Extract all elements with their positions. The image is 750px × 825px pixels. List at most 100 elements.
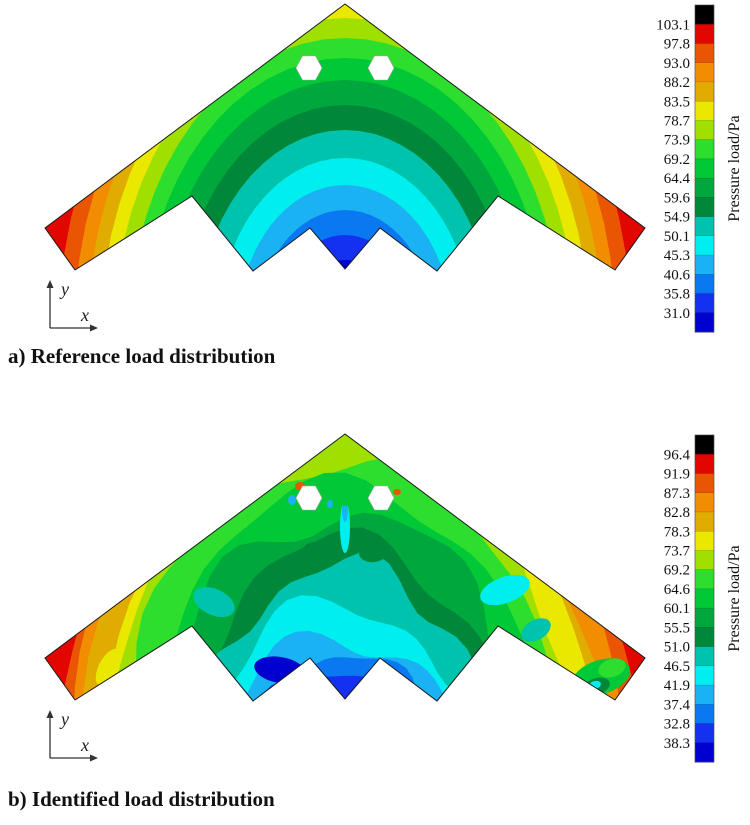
colorbar-tick-label: 35.8: [664, 287, 690, 303]
contour-blob: [598, 658, 626, 678]
colorbar-tick-label: 55.5: [664, 620, 690, 636]
colorbar-tick-label: 54.9: [664, 210, 690, 226]
colorbar-tick-label: 78.7: [664, 114, 691, 130]
y-axis-label: y: [59, 279, 69, 299]
panel-a-contour-plot: yx 103.1 97.8 93.0 88.2 83.5 78.7 73.9 69.2 64.4 5…: [44, 3, 743, 333]
caption-b: b) Identified load distribution: [8, 787, 275, 811]
axis-indicator: yx: [46, 709, 98, 762]
colorbar-cell: [694, 511, 715, 532]
panel-b-contour-plot: yx 96.4 91.9 87.3 82.8 78.3 73.7 69.2 64.6 60.1 55…: [44, 433, 743, 763]
colorbar-tick-label: 73.9: [664, 133, 690, 149]
contour-blob: [193, 586, 235, 618]
y-arrowhead-icon: [46, 280, 54, 288]
aircraft-contour-field: [45, 4, 645, 271]
colorbar-cell: [694, 588, 715, 609]
contour-blob: [332, 482, 358, 506]
colorbar-tick-label: 93.0: [664, 56, 690, 72]
colorbar-tick-label: 50.1: [664, 229, 690, 245]
colorbar-tick-label: 91.9: [664, 467, 690, 483]
colorbar-tick-label: 78.3: [664, 524, 690, 540]
colorbar-cell: [694, 704, 715, 725]
colorbar-cell: [694, 665, 715, 686]
axis-indicator: yx: [46, 279, 98, 332]
colorbar-tick-label: 64.4: [664, 171, 691, 187]
colorbar-frame: [694, 4, 715, 333]
y-axis-label: y: [59, 709, 69, 729]
colorbar-cell: [694, 742, 715, 763]
colorbar-tick-label: 32.8: [664, 717, 690, 733]
x-axis-label: x: [80, 305, 89, 325]
colorbar-cell: [694, 646, 715, 667]
colorbar-cell: [694, 684, 715, 705]
colorbar-tick-label: 83.5: [664, 94, 690, 110]
contour-blob: [521, 618, 551, 642]
y-arrowhead-icon: [46, 710, 54, 718]
colorbar-cell: [694, 627, 715, 648]
colorbar-cell: [694, 24, 715, 45]
colorbar-tick-label: 60.1: [664, 601, 690, 617]
colorbar-cell: [694, 139, 715, 160]
colorbar-cell: [694, 550, 715, 571]
colorbar-cell: [694, 723, 715, 744]
colorbar-tick-label: 103.1: [656, 17, 690, 33]
colorbar-tick-label: 87.3: [664, 486, 690, 502]
colorbar-tick-label: 51.0: [664, 640, 690, 656]
contour-blob: [303, 541, 333, 563]
colorbar-cell: [694, 473, 715, 494]
contour-blob: [359, 541, 389, 563]
colorbar-cell: [694, 434, 715, 455]
colorbar-cell: [694, 62, 715, 83]
aircraft-contour-field: [45, 434, 645, 701]
colorbar-cell: [694, 158, 715, 179]
colorbar-cell: [694, 492, 715, 513]
colorbar-tick-label: 69.2: [664, 152, 690, 168]
colorbar-cell: [694, 569, 715, 590]
colorbar-cell: [694, 43, 715, 64]
colorbar-cell: [694, 216, 715, 237]
colorbar-tick-label: 37.4: [664, 697, 691, 713]
aircraft-outline: [44, 3, 646, 272]
hexagon-cutout: [367, 485, 395, 511]
colorbar-tick-label: 40.6: [664, 267, 691, 283]
hexagon-cutout: [295, 55, 323, 81]
caption-a: a) Reference load distribution: [8, 344, 276, 368]
colorbar-cell: [694, 607, 715, 628]
colorbar-title: Pressure load/Pa: [726, 115, 743, 221]
colorbar-cell: [694, 312, 715, 333]
colorbar-tick-label: 73.7: [664, 544, 691, 560]
x-arrowhead-icon: [90, 754, 98, 762]
colorbar-tick-label: 41.9: [664, 678, 690, 694]
colorbar-cell: [694, 454, 715, 475]
colorbar-tick-label: 97.8: [664, 37, 690, 53]
colorbar: 103.1 97.8 93.0 88.2 83.5 78.7 73.9 69.2 64.4 59.…: [656, 4, 743, 333]
colorbar-tick-label: 64.6: [664, 582, 691, 598]
colorbar-cell: [694, 274, 715, 295]
colorbar-cell: [694, 293, 715, 314]
contour-blob: [480, 574, 530, 606]
colorbar-tick-label: 59.6: [664, 190, 691, 206]
colorbar-cell: [694, 81, 715, 102]
colorbar-cell: [694, 120, 715, 141]
contour-blob: [393, 489, 401, 495]
colorbar-cell: [694, 177, 715, 198]
hexagon-cutout: [295, 485, 323, 511]
colorbar-cell: [694, 197, 715, 218]
x-axis-label: x: [80, 735, 89, 755]
aircraft-outline: [44, 433, 646, 702]
colorbar-tick-label: 45.3: [664, 248, 690, 264]
contour-band: [274, 235, 416, 271]
hexagon-cutout: [367, 55, 395, 81]
colorbar-cell: [694, 4, 715, 25]
colorbar-frame: [694, 434, 715, 763]
colorbar-tick-label: 96.4: [664, 447, 691, 463]
colorbar: 96.4 91.9 87.3 82.8 78.3 73.7 69.2 64.6 60.1 55.5…: [664, 434, 743, 763]
colorbar-tick-label: 46.5: [664, 659, 690, 675]
contour-blob: [327, 500, 333, 508]
contour-blob: [95, 648, 121, 686]
colorbar-tick-label: 38.3: [664, 736, 690, 752]
colorbar-cell: [694, 530, 715, 552]
colorbar-cell: [694, 235, 715, 256]
colorbar-tick-label: 69.2: [664, 563, 690, 579]
colorbar-cell: [694, 100, 715, 122]
